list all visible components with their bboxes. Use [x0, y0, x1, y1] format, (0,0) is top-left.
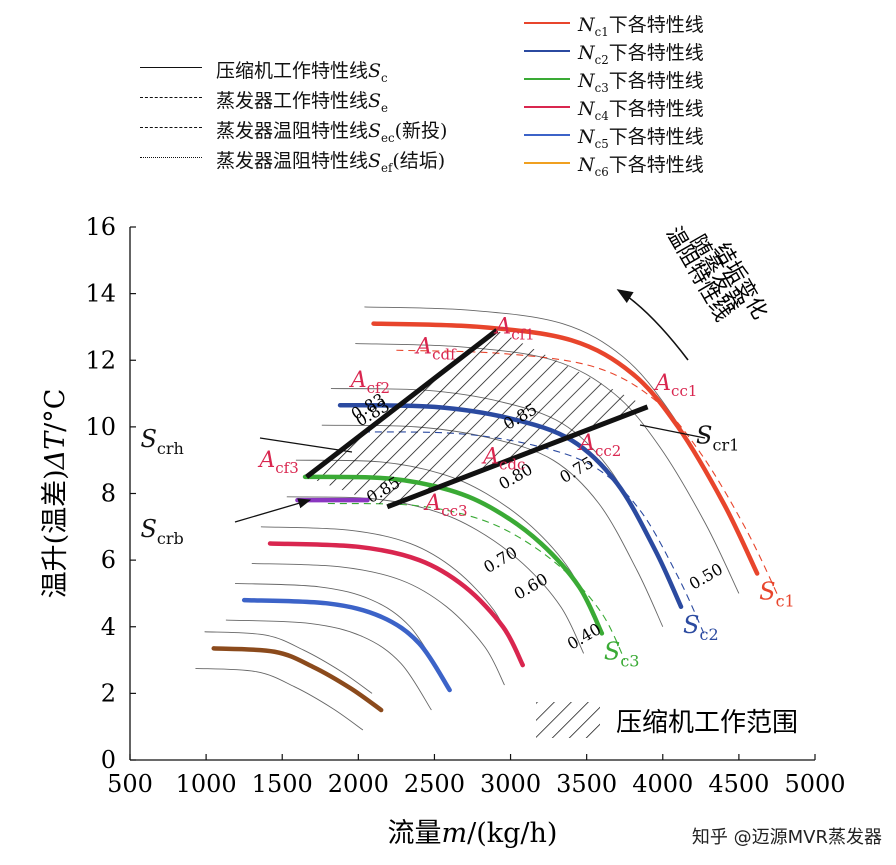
x-tick-label: 1000 [176, 770, 237, 798]
legend-color-swatch [524, 134, 570, 136]
working-line-scr1 [386, 404, 649, 510]
legend-left-item: 蒸发器温阻特性线Sef(结垢) [140, 146, 560, 175]
legend-right-item: Nc4下各特性线 [524, 94, 754, 123]
y-axis-label: 温升(温差)ΔT/°C [40, 389, 71, 599]
legend-left-label: 蒸发器工作特性线Se [216, 90, 389, 115]
point-label: Acf2 [349, 368, 390, 397]
annotation-arrow [616, 289, 689, 361]
evaporator-curve [327, 502, 626, 661]
point-label: Acf3 [257, 448, 298, 477]
curve-end-label: Sc3 [604, 637, 640, 670]
scrb-leader [234, 498, 312, 523]
point-label: Acc2 [577, 431, 621, 460]
side-label: Scr1 [696, 422, 739, 455]
background-curve [251, 563, 505, 686]
legend-color-swatch [524, 50, 570, 52]
legend-left-label: 蒸发器温阻特性线Sec(新投) [216, 120, 448, 145]
x-tick-label: 3500 [556, 770, 617, 798]
hatch-legend-label: 压缩机工作范围 [616, 708, 798, 738]
y-tick-label: 16 [85, 213, 116, 241]
watermark: 知乎 @迈源MVR蒸发器 [691, 827, 882, 848]
efficiency-label: 0.60 [511, 569, 551, 603]
hatch-legend: 压缩机工作范围 [536, 702, 798, 738]
x-tick-label: 4500 [708, 770, 769, 798]
legend-right-item: Nc6下各特性线 [524, 150, 754, 179]
evaporator-curve [396, 349, 781, 601]
background-curve [260, 526, 514, 649]
point-label: Acf1 [493, 315, 534, 344]
background-curve [195, 667, 364, 731]
curve-end-label: Sc2 [683, 611, 719, 644]
legend-left-item: 蒸发器温阻特性线Sec(新投) [140, 116, 560, 145]
x-tick-label: 500 [107, 770, 153, 798]
background-curve [204, 631, 373, 694]
speed-curve-nc6 [211, 646, 384, 713]
side-label: Scrb [140, 515, 183, 548]
legend-right-label: Nc5下各特性线 [578, 126, 704, 151]
scr1-leader [639, 424, 706, 439]
legend-right-item: Nc5下各特性线 [524, 122, 754, 151]
speed-curves [211, 321, 760, 713]
x-axis-label: 流量m/(kg/h) [388, 818, 558, 849]
legend-right-item: Nc2下各特性线 [524, 38, 754, 67]
legend-color-swatch [524, 22, 570, 24]
speed-curve-nc4 [267, 541, 525, 668]
hatch-swatch [536, 702, 600, 738]
y-tick-label: 10 [85, 413, 116, 441]
efficiency-label: 0.75 [556, 453, 596, 487]
legend-line-swatch [140, 67, 202, 68]
x-tick-label: 2000 [328, 770, 389, 798]
legend-right-label: Nc1下各特性线 [578, 14, 704, 39]
x-tick-label: 3000 [480, 770, 541, 798]
y-tick-label: 4 [101, 613, 116, 641]
scrh-leader [259, 437, 353, 453]
speed-curve-nc1 [371, 321, 760, 576]
legend-right-label: Nc4下各特性线 [578, 98, 704, 123]
point-label: Acc3 [423, 491, 467, 520]
side-label: Scrh [140, 425, 183, 458]
legend-line-swatch [140, 97, 202, 98]
efficiency-label: 0.70 [480, 543, 520, 577]
legend-left-item: 蒸发器工作特性线Se [140, 86, 560, 115]
legend-right-item: Nc1下各特性线 [524, 10, 754, 39]
point-label: Acdf [414, 335, 457, 364]
legend-right-item: Nc3下各特性线 [524, 66, 754, 95]
legend-right-label: Nc3下各特性线 [578, 70, 704, 95]
legend-line-swatch [140, 127, 202, 128]
y-tick-label: 14 [85, 280, 116, 308]
speed-curve-nc5 [241, 597, 452, 693]
legend-left-label: 蒸发器温阻特性线Sef(结垢) [216, 150, 446, 175]
efficiency-label: 0.50 [686, 559, 726, 593]
axes: 500 1000 1500 2000 2500 3000 3500 4000 4500 5000 0… [40, 213, 846, 849]
legend-color-swatch [524, 162, 570, 164]
legend-line-swatch [140, 157, 202, 158]
shaded-region [306, 330, 648, 507]
legend-color-swatch [524, 78, 570, 80]
curve-end-label: Sc1 [759, 577, 795, 610]
y-tick-label: 0 [101, 746, 116, 774]
background-curve [235, 582, 441, 674]
working-range-hatch [306, 330, 648, 507]
legend-right-label: Nc6下各特性线 [578, 154, 704, 179]
y-tick-label: 8 [101, 480, 116, 508]
y-tick-label: 2 [101, 679, 116, 707]
point-label: Acc1 [653, 371, 697, 400]
working-line-scrh [305, 328, 499, 479]
point-label: Acdc [481, 445, 525, 474]
x-tick-label: 5000 [784, 770, 845, 798]
x-tick-label: 1500 [252, 770, 313, 798]
legend-color-swatch [524, 106, 570, 108]
legend-left-item: 压缩机工作特性线Sc [140, 56, 560, 85]
speed-curve-nc3 [302, 474, 605, 636]
y-tick-label: 6 [101, 546, 116, 574]
evaporator-curve [362, 431, 705, 634]
y-tick-label: 12 [85, 346, 116, 374]
x-tick-label: 4000 [632, 770, 693, 798]
chart-labels: 0.850.830.80 0.750.700.60 0.500.400.83 0.85… [140, 223, 798, 738]
legend-left-label: 压缩机工作特性线Sc [216, 60, 388, 85]
background-curve [225, 619, 432, 711]
legend-right-label: Nc2下各特性线 [578, 42, 704, 67]
x-tick-label: 2500 [404, 770, 465, 798]
